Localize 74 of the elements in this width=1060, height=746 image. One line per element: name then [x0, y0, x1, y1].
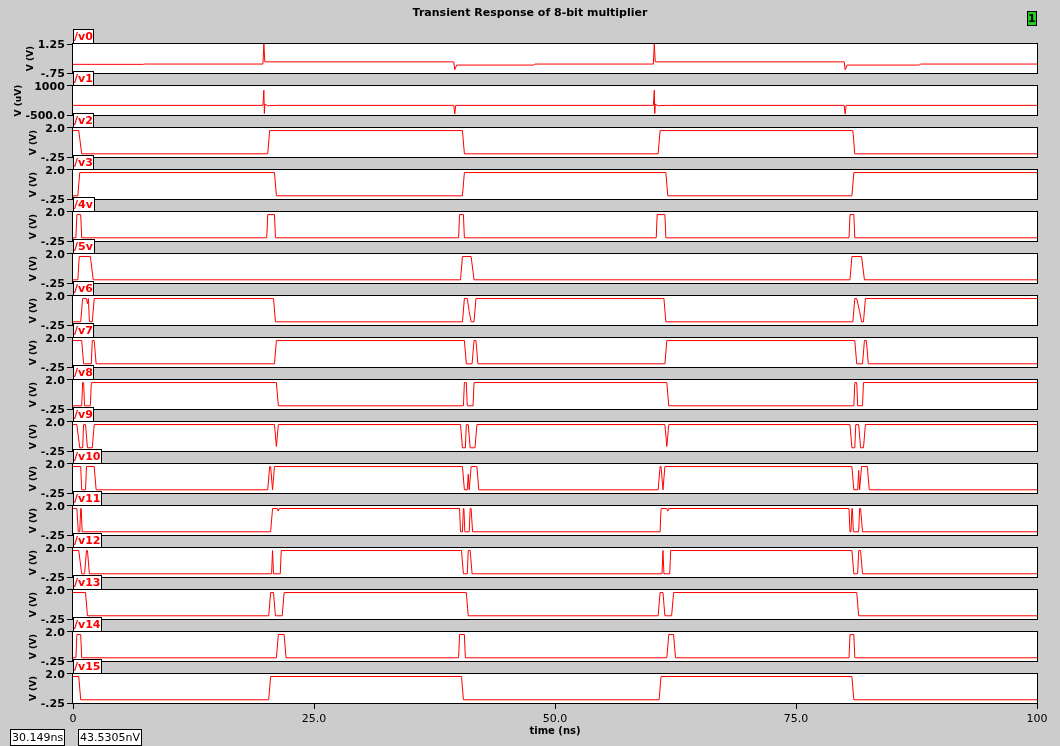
series-label: /v2 — [74, 114, 93, 127]
x-axis-title: time (ns) — [529, 725, 581, 737]
y-axis-title: V (V) — [28, 213, 39, 240]
y-axis-title: V (V) — [28, 633, 39, 660]
x-tick-label: 50.0 — [542, 712, 568, 726]
series-label: /v8 — [74, 366, 93, 379]
y-tick-label: -.25 — [40, 150, 65, 164]
y-axis-title: V (V) — [28, 423, 39, 450]
y-tick-label: -.25 — [40, 654, 65, 668]
y-tick-label: 2.0 — [45, 163, 66, 177]
y-tick-label: 2.0 — [45, 583, 66, 597]
y-tick-label: -.25 — [40, 612, 65, 626]
chart-title: Transient Response of 8-bit multiplier — [412, 5, 648, 19]
series-label: /v12 — [74, 534, 101, 547]
y-axis-title: V (V) — [28, 297, 39, 324]
series-label: /v6 — [74, 282, 94, 295]
y-tick-label: 2.0 — [45, 667, 66, 681]
y-tick-label: 2.0 — [45, 247, 66, 261]
y-tick-label: -.25 — [40, 402, 65, 416]
y-tick-label: -.25 — [40, 528, 65, 542]
series-label: /v15 — [74, 660, 101, 673]
y-tick-label: -.25 — [40, 276, 65, 290]
y-axis-title: V (V) — [28, 129, 39, 156]
y-tick-label: -.25 — [40, 570, 65, 584]
y-tick-label: -.25 — [40, 234, 65, 248]
series-label: /5v — [74, 240, 94, 253]
y-tick-label: 2.0 — [45, 457, 66, 471]
y-axis-title: V (V) — [28, 507, 39, 534]
y-tick-label: 2.0 — [45, 499, 66, 513]
series-label: /v7 — [74, 324, 93, 337]
y-tick-label: 2.0 — [45, 415, 66, 429]
y-tick-label: -.25 — [40, 192, 65, 206]
y-tick-label: -.25 — [40, 696, 65, 710]
text: 1 — [1028, 12, 1036, 25]
y-tick-label: 2.0 — [45, 289, 66, 303]
x-tick-label: 0 — [69, 712, 77, 726]
series-label: /v9 — [74, 408, 93, 421]
y-tick-label: -.25 — [40, 444, 65, 458]
y-tick-label: -.75 — [40, 66, 65, 80]
y-axis-title: V (V) — [28, 381, 39, 408]
series-label: /v10 — [74, 450, 101, 463]
text: 43.5305nV — [80, 731, 141, 744]
series-label: /v14 — [74, 618, 101, 631]
y-axis-title: V (V) — [28, 339, 39, 366]
y-axis-title: V (V) — [28, 591, 39, 618]
series-label: /v1 — [74, 72, 93, 85]
y-tick-label: 2.0 — [45, 625, 66, 639]
y-axis-title: V (V) — [28, 675, 39, 702]
y-axis-title: V (V) — [28, 171, 39, 198]
y-tick-label: 2.0 — [45, 541, 66, 555]
y-axis-title: V (uV) — [12, 84, 23, 117]
series-label: /v11 — [74, 492, 101, 505]
x-tick-label: 25.0 — [301, 712, 327, 726]
y-axis-title: V (V) — [25, 45, 36, 72]
series-label: /v3 — [74, 156, 93, 169]
y-tick-label: -.25 — [40, 318, 65, 332]
y-tick-label: 1000 — [34, 79, 66, 93]
text: 30.149ns — [12, 731, 64, 744]
x-tick-label: 100 — [1026, 712, 1048, 726]
y-tick-label: 1.25 — [37, 37, 65, 51]
y-tick-label: 2.0 — [45, 205, 66, 219]
series-label: /4v — [74, 198, 94, 211]
y-axis-title: V (V) — [28, 255, 39, 282]
y-tick-label: -.25 — [40, 486, 65, 500]
y-tick-label: 2.0 — [45, 121, 66, 135]
y-axis-title: V (V) — [28, 465, 39, 492]
y-axis-title: V (V) — [28, 549, 39, 576]
y-tick-label: -500.0 — [25, 108, 66, 122]
y-tick-label: 2.0 — [45, 373, 66, 387]
series-label: /v13 — [74, 576, 101, 589]
y-tick-label: -.25 — [40, 360, 65, 374]
x-tick-label: 75.0 — [783, 712, 809, 726]
series-label: /v0 — [74, 30, 94, 43]
y-tick-label: 2.0 — [45, 331, 66, 345]
